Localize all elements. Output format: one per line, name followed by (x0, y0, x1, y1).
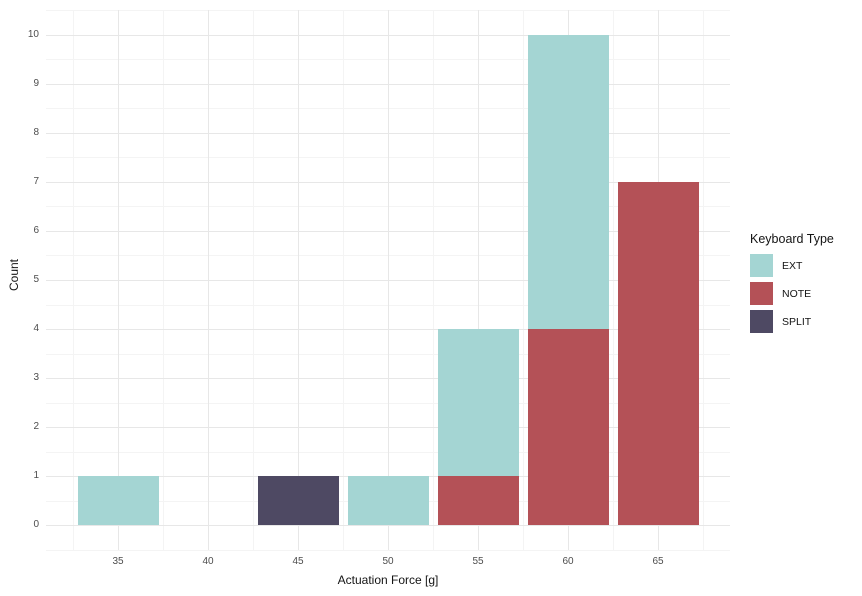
x-major-gridline (478, 10, 479, 550)
x-major-gridline (388, 10, 389, 550)
bar-segment-ext (527, 34, 609, 330)
legend-row: SPLIT (750, 310, 834, 333)
legend-swatch (750, 254, 773, 277)
y-tick-label: 8 (33, 126, 39, 138)
x-tick-label: 60 (562, 556, 574, 567)
bar-segment-ext (347, 476, 429, 526)
legend-items: EXT NOTE SPLIT (750, 254, 834, 333)
y-tick-label: 7 (33, 175, 39, 187)
y-tick-label: 9 (33, 77, 39, 89)
x-tick-label: 35 (112, 556, 124, 567)
legend-label: EXT (782, 259, 803, 272)
y-tick-label: 10 (27, 28, 39, 40)
x-major-gridline (298, 10, 299, 550)
bar-segment-note (617, 181, 699, 526)
legend-swatch (750, 282, 773, 305)
x-major-gridline (208, 10, 209, 550)
bar-segment-ext (437, 329, 519, 477)
legend-title: Keyboard Type (750, 232, 834, 246)
x-major-gridline (118, 10, 119, 550)
y-tick-label: 3 (33, 372, 39, 384)
y-tick-label: 2 (33, 421, 39, 433)
x-tick-label: 65 (652, 556, 664, 567)
legend-row: EXT (750, 254, 834, 277)
legend-swatch (750, 310, 773, 333)
y-tick-label: 0 (33, 519, 39, 531)
legend-label: NOTE (782, 287, 812, 300)
y-tick-label: 5 (33, 274, 39, 285)
x-tick-label: 40 (202, 556, 214, 567)
x-tick-label: 45 (292, 556, 304, 567)
x-tick-label: 55 (472, 556, 484, 567)
y-tick-label: 6 (33, 224, 39, 236)
y-tick-label: 4 (33, 323, 39, 335)
plot-panel (46, 10, 730, 551)
bar-segment-ext (77, 476, 159, 526)
bar-segment-note (437, 476, 519, 526)
legend-row: NOTE (750, 282, 834, 305)
bar-segment-split (257, 476, 339, 526)
y-minor-gridline (46, 550, 730, 551)
x-tick-label: 50 (382, 556, 394, 567)
bar-segment-note (527, 329, 609, 526)
x-axis-title: Actuation Force [g] (337, 573, 439, 587)
legend-label: SPLIT (782, 315, 812, 328)
legend: Keyboard Type EXT NOTE SPLIT (750, 232, 834, 338)
y-tick-label: 1 (33, 470, 39, 482)
